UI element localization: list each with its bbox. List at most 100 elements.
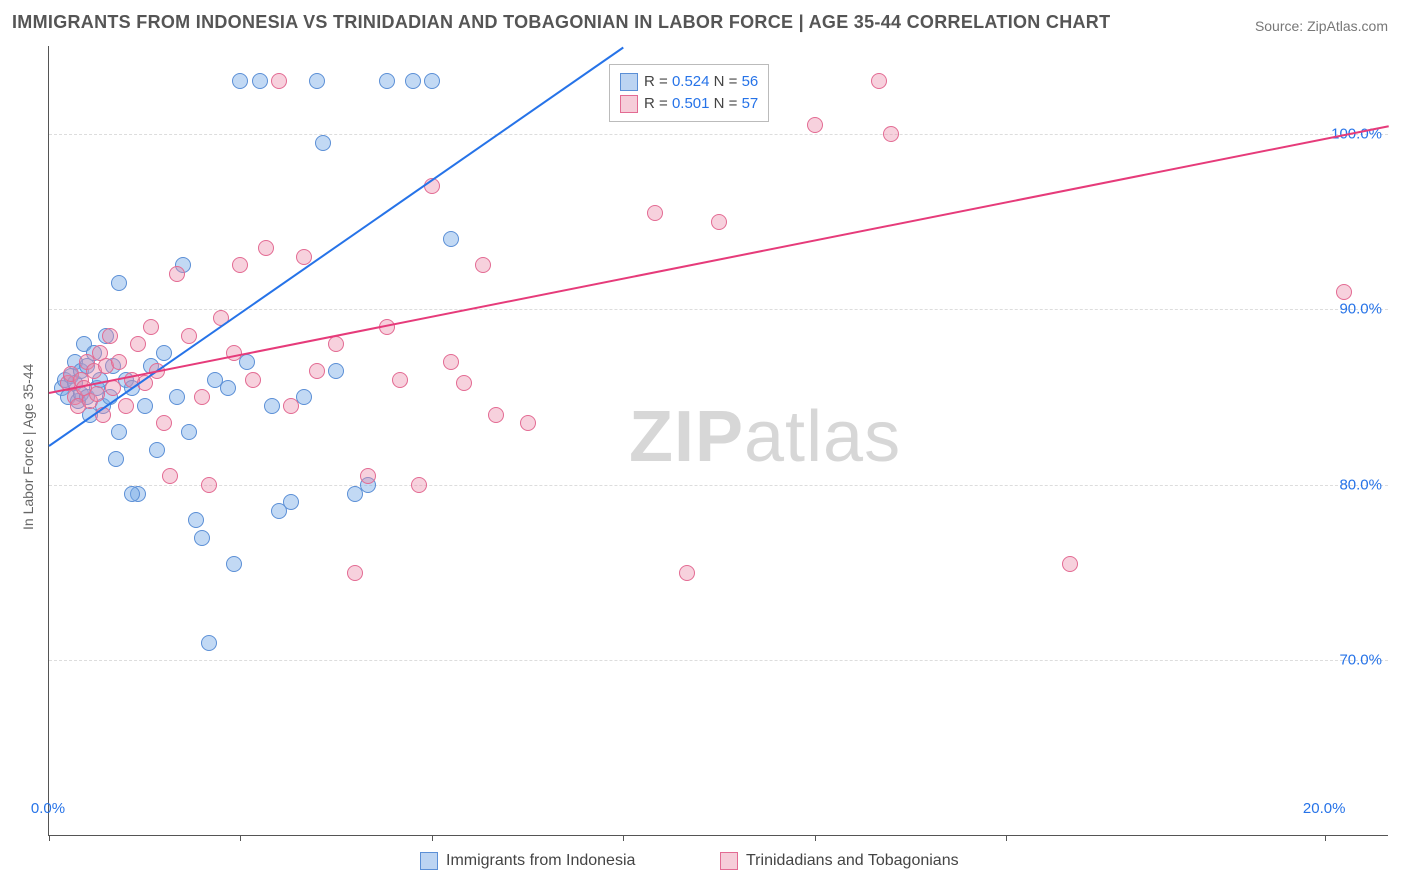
series-legend-item: Immigrants from Indonesia: [420, 852, 635, 870]
legend-swatch: [620, 73, 638, 91]
legend-row: R = 0.524 N = 56: [620, 71, 758, 93]
scatter-point: [360, 468, 376, 484]
scatter-point: [169, 266, 185, 282]
scatter-point: [309, 73, 325, 89]
scatter-point: [156, 345, 172, 361]
scatter-point: [137, 398, 153, 414]
trend-line: [48, 46, 623, 446]
scatter-point: [424, 73, 440, 89]
x-tick-mark: [1006, 835, 1007, 841]
legend-swatch: [620, 95, 638, 113]
scatter-point: [871, 73, 887, 89]
source-label: Source: ZipAtlas.com: [1255, 18, 1388, 34]
y-tick-label: 90.0%: [1339, 301, 1382, 318]
scatter-point: [89, 386, 105, 402]
scatter-point: [194, 530, 210, 546]
x-tick-mark: [815, 835, 816, 841]
scatter-point: [283, 494, 299, 510]
scatter-point: [252, 73, 268, 89]
x-tick-mark: [432, 835, 433, 841]
series-legend-item: Trinidadians and Tobagonians: [720, 852, 959, 870]
x-tick-mark: [623, 835, 624, 841]
scatter-point: [105, 380, 121, 396]
scatter-point: [347, 565, 363, 581]
legend-text: R = 0.501 N = 57: [644, 93, 758, 115]
scatter-point: [443, 354, 459, 370]
scatter-point: [108, 451, 124, 467]
scatter-point: [181, 328, 197, 344]
scatter-point: [258, 240, 274, 256]
x-tick-label: 0.0%: [31, 800, 65, 817]
y-tick-label: 70.0%: [1339, 652, 1382, 669]
scatter-point: [149, 442, 165, 458]
scatter-point: [392, 372, 408, 388]
scatter-point: [245, 372, 261, 388]
correlation-legend: R = 0.524 N = 56R = 0.501 N = 57: [609, 64, 769, 122]
scatter-point: [111, 424, 127, 440]
scatter-point: [520, 415, 536, 431]
scatter-point: [232, 73, 248, 89]
y-tick-label: 80.0%: [1339, 476, 1382, 493]
scatter-point: [111, 354, 127, 370]
scatter-point: [162, 468, 178, 484]
scatter-point: [1062, 556, 1078, 572]
scatter-point: [807, 117, 823, 133]
scatter-point: [456, 375, 472, 391]
legend-text: R = 0.524 N = 56: [644, 71, 758, 93]
scatter-point: [1336, 284, 1352, 300]
watermark-zip: ZIP: [629, 397, 744, 477]
scatter-point: [328, 363, 344, 379]
y-axis-label: In Labor Force | Age 35-44: [20, 364, 36, 530]
scatter-point: [283, 398, 299, 414]
scatter-point: [156, 415, 172, 431]
watermark: ZIPatlas: [629, 396, 901, 478]
scatter-point: [181, 424, 197, 440]
legend-swatch: [420, 852, 438, 870]
series-legend-label: Immigrants from Indonesia: [446, 852, 635, 870]
scatter-point: [475, 257, 491, 273]
chart-title: IMMIGRANTS FROM INDONESIA VS TRINIDADIAN…: [12, 12, 1110, 33]
x-tick-mark: [240, 835, 241, 841]
scatter-point: [220, 380, 236, 396]
scatter-point: [271, 73, 287, 89]
series-legend-label: Trinidadians and Tobagonians: [746, 852, 959, 870]
scatter-point: [405, 73, 421, 89]
legend-swatch: [720, 852, 738, 870]
watermark-atlas: atlas: [744, 397, 901, 477]
scatter-point: [118, 398, 134, 414]
scatter-point: [411, 477, 427, 493]
scatter-point: [647, 205, 663, 221]
scatter-point: [111, 275, 127, 291]
gridline: [49, 134, 1388, 135]
plot-area: ZIPatlas 70.0%80.0%90.0%100.0%R = 0.524 …: [48, 46, 1388, 836]
scatter-point: [130, 336, 146, 352]
x-tick-mark: [49, 835, 50, 841]
scatter-point: [711, 214, 727, 230]
trend-line: [49, 125, 1389, 394]
scatter-point: [315, 135, 331, 151]
scatter-point: [201, 635, 217, 651]
scatter-point: [226, 556, 242, 572]
scatter-point: [379, 73, 395, 89]
gridline: [49, 485, 1388, 486]
scatter-point: [443, 231, 459, 247]
x-tick-label: 20.0%: [1303, 800, 1346, 817]
scatter-point: [143, 319, 159, 335]
scatter-point: [232, 257, 248, 273]
scatter-point: [328, 336, 344, 352]
gridline: [49, 660, 1388, 661]
scatter-point: [124, 486, 140, 502]
scatter-point: [488, 407, 504, 423]
gridline: [49, 309, 1388, 310]
scatter-point: [169, 389, 185, 405]
scatter-point: [883, 126, 899, 142]
legend-row: R = 0.501 N = 57: [620, 93, 758, 115]
scatter-point: [188, 512, 204, 528]
x-tick-mark: [1325, 835, 1326, 841]
scatter-point: [201, 477, 217, 493]
scatter-point: [679, 565, 695, 581]
scatter-point: [194, 389, 210, 405]
scatter-point: [102, 328, 118, 344]
scatter-point: [264, 398, 280, 414]
scatter-point: [309, 363, 325, 379]
